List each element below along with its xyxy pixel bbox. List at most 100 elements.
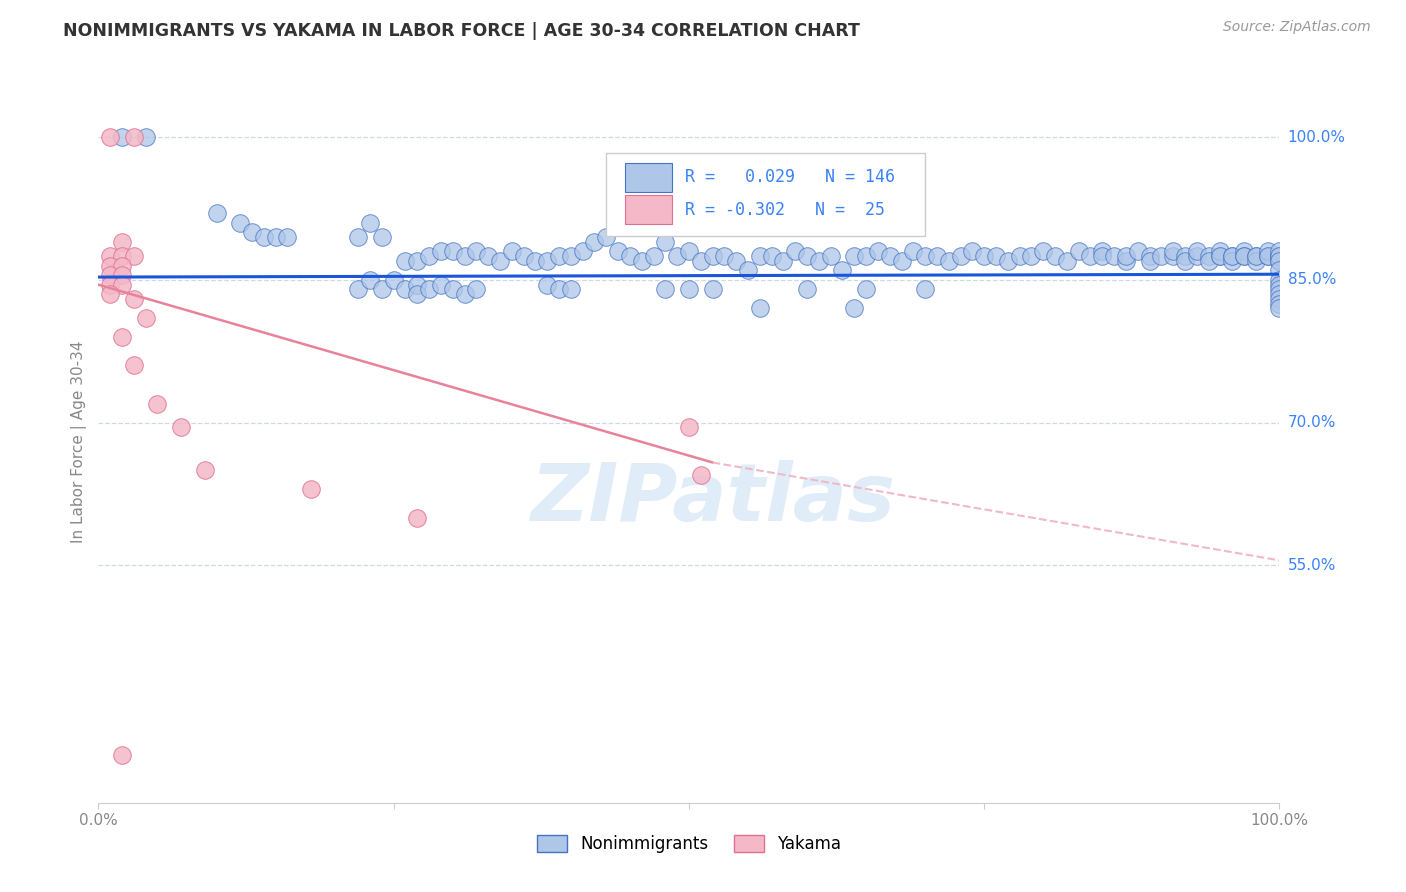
Point	[382, 273, 405, 287]
Point	[630, 253, 652, 268]
Point	[1257, 249, 1279, 263]
Point	[146, 396, 169, 410]
Point	[347, 230, 370, 244]
Point	[536, 253, 558, 268]
Point	[111, 277, 134, 292]
Point	[1126, 244, 1149, 259]
Point	[122, 130, 145, 145]
Point	[820, 249, 842, 263]
Point	[371, 282, 394, 296]
Point	[1268, 301, 1291, 316]
Point	[583, 235, 606, 249]
Point	[111, 249, 134, 263]
Point	[796, 282, 818, 296]
Point	[725, 253, 748, 268]
Point	[1257, 244, 1279, 259]
Point	[785, 244, 807, 259]
Point	[1091, 249, 1114, 263]
Point	[879, 249, 901, 263]
Point	[1043, 249, 1066, 263]
Point	[441, 244, 464, 259]
Point	[1021, 249, 1043, 263]
Point	[678, 244, 700, 259]
Point	[702, 282, 724, 296]
Point	[984, 249, 1007, 263]
Point	[1257, 249, 1279, 263]
Point	[666, 249, 689, 263]
Point	[406, 253, 429, 268]
Point	[122, 249, 145, 263]
Point	[1244, 249, 1267, 263]
Point	[205, 206, 228, 220]
Point	[1268, 277, 1291, 292]
Point	[453, 249, 475, 263]
Point	[98, 277, 121, 292]
Point	[394, 282, 416, 296]
Point	[1268, 249, 1291, 263]
Point	[1115, 253, 1137, 268]
Point	[678, 282, 700, 296]
Point	[973, 249, 995, 263]
Point	[1115, 249, 1137, 263]
Point	[560, 249, 582, 263]
Point	[359, 273, 381, 287]
Point	[418, 282, 440, 296]
Point	[560, 282, 582, 296]
FancyBboxPatch shape	[626, 195, 672, 224]
Point	[748, 301, 770, 316]
Point	[111, 259, 134, 273]
Point	[654, 235, 676, 249]
Point	[394, 253, 416, 268]
Point	[1268, 253, 1291, 268]
Text: NONIMMIGRANTS VS YAKAMA IN LABOR FORCE | AGE 30-34 CORRELATION CHART: NONIMMIGRANTS VS YAKAMA IN LABOR FORCE |…	[63, 22, 860, 40]
Point	[1220, 253, 1243, 268]
Point	[1209, 249, 1232, 263]
Point	[418, 249, 440, 263]
Text: 100.0%: 100.0%	[1288, 130, 1346, 145]
Point	[1139, 249, 1161, 263]
Text: Source: ZipAtlas.com: Source: ZipAtlas.com	[1223, 20, 1371, 34]
Point	[264, 230, 287, 244]
Point	[654, 282, 676, 296]
Point	[571, 244, 593, 259]
Point	[1185, 244, 1208, 259]
Point	[501, 244, 523, 259]
Point	[914, 249, 936, 263]
Point	[406, 510, 429, 524]
Point	[347, 282, 370, 296]
Point	[98, 259, 121, 273]
Point	[548, 249, 571, 263]
Point	[111, 235, 134, 249]
Point	[111, 130, 134, 145]
Point	[536, 277, 558, 292]
Point	[595, 230, 617, 244]
Point	[737, 263, 759, 277]
Point	[1209, 244, 1232, 259]
Point	[607, 244, 630, 259]
Point	[1209, 249, 1232, 263]
Point	[903, 244, 925, 259]
Point	[938, 253, 960, 268]
Point	[1268, 282, 1291, 296]
Point	[441, 282, 464, 296]
Point	[807, 253, 830, 268]
Point	[98, 287, 121, 301]
Point	[359, 216, 381, 230]
Point	[135, 310, 157, 325]
Point	[98, 130, 121, 145]
Point	[702, 249, 724, 263]
Point	[477, 249, 499, 263]
Point	[111, 748, 134, 763]
FancyBboxPatch shape	[606, 153, 925, 235]
Point	[1198, 249, 1220, 263]
Text: ZIPatlas: ZIPatlas	[530, 460, 896, 539]
Point	[1268, 263, 1291, 277]
Point	[831, 263, 853, 277]
Point	[1056, 253, 1078, 268]
Point	[1198, 253, 1220, 268]
Point	[276, 230, 298, 244]
Point	[1268, 273, 1291, 287]
Point	[1220, 249, 1243, 263]
Point	[489, 253, 512, 268]
Point	[253, 230, 276, 244]
